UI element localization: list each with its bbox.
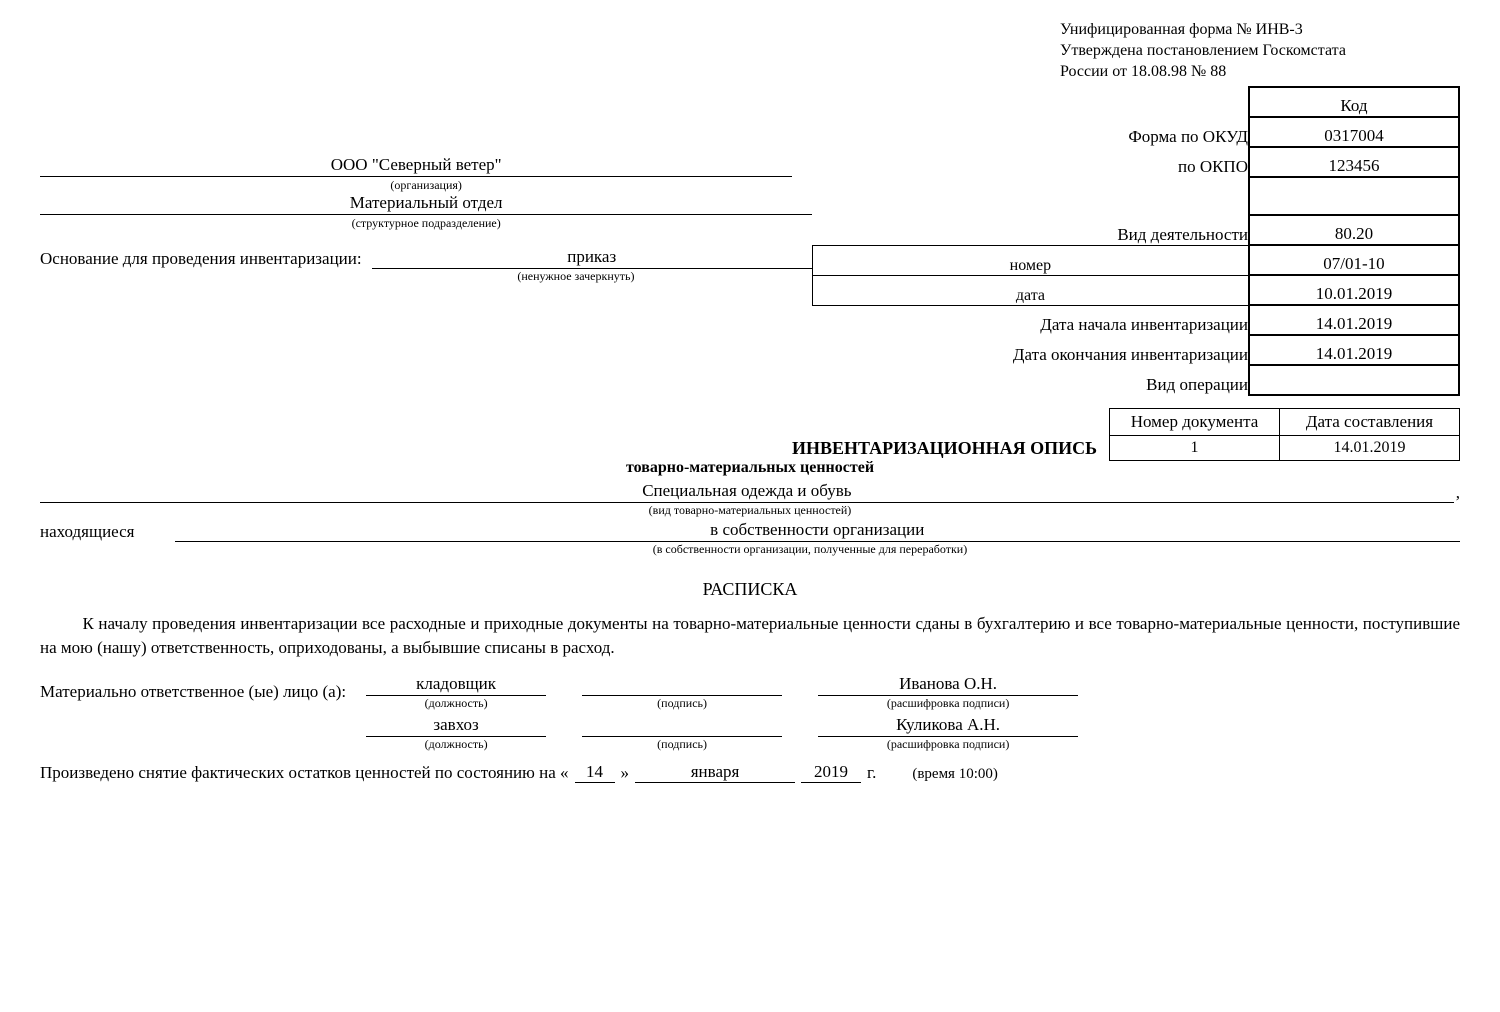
signature-row: завхоз (должность) (подпись) Куликова А.…: [366, 715, 1078, 752]
form-note-line1: Унифицированная форма № ИНВ-3: [1060, 20, 1460, 41]
quote-close: »: [621, 763, 630, 783]
name-value-2: Куликова А.Н.: [818, 715, 1078, 737]
type-sublabel: (вид товарно-материальных ценностей): [40, 503, 1460, 518]
actual-month: января: [635, 762, 795, 783]
doc-number-header: Номер документа: [1110, 409, 1280, 436]
doc-date-header: Дата составления: [1280, 409, 1460, 436]
activity-label: Вид деятельности: [812, 215, 1249, 245]
responsible-label: Материально ответственное (ые) лицо (а):: [40, 674, 346, 702]
okpo-label: по ОКПО: [812, 147, 1249, 177]
name-sublabel-2: (расшифровка подписи): [887, 737, 1010, 752]
owned-value: в собственности организации: [175, 520, 1461, 542]
form-note-line2: Утверждена постановлением Госкомстата: [1060, 41, 1460, 62]
basis-number-value: 07/01-10: [1249, 245, 1459, 275]
actual-label: Произведено снятие фактических остатков …: [40, 763, 569, 783]
basis-sublabel: (ненужное зачеркнуть): [40, 269, 812, 284]
start-date-value: 14.01.2019: [1249, 305, 1459, 335]
okpo-value: 123456: [1249, 147, 1459, 177]
type-comma: ,: [1454, 483, 1460, 503]
department-sublabel: (структурное подразделение): [40, 216, 812, 231]
receipt-body: К началу проведения инвентаризации все р…: [40, 612, 1460, 660]
actual-stock-row: Произведено снятие фактических остатков …: [40, 762, 1460, 783]
activity-value: 80.20: [1249, 215, 1459, 245]
actual-day: 14: [575, 762, 615, 783]
actual-year: 2019: [801, 762, 861, 783]
position-sublabel-2: (должность): [425, 737, 488, 752]
okud-value: 0317004: [1249, 117, 1459, 147]
department-value: Материальный отдел: [40, 193, 812, 215]
signature-row: кладовщик (должность) (подпись) Иванова …: [366, 674, 1078, 711]
code-header-cell: Код: [1249, 87, 1459, 117]
name-sublabel-1: (расшифровка подписи): [887, 696, 1010, 711]
position-value-2: завхоз: [366, 715, 546, 737]
signature-sublabel-1: (подпись): [657, 696, 707, 711]
owned-sublabel: (в собственности организации, полученные…: [40, 542, 1460, 557]
position-sublabel-1: (должность): [425, 696, 488, 711]
end-date-label: Дата окончания инвентаризации: [812, 335, 1249, 365]
basis-date-value: 10.01.2019: [1249, 275, 1459, 305]
start-date-label: Дата начала инвентаризации: [812, 305, 1249, 335]
time-prefix: (время: [912, 766, 955, 782]
name-value-1: Иванова О.Н.: [818, 674, 1078, 696]
basis-date-label: дата: [812, 275, 1249, 305]
end-date-value: 14.01.2019: [1249, 335, 1459, 365]
doc-number-value: 1: [1110, 436, 1280, 461]
form-approval-note: Унифицированная форма № ИНВ-3 Утверждена…: [40, 20, 1460, 82]
header-layout: Код Форма по ОКУД 0317004 ООО "Северный …: [40, 86, 1460, 396]
operation-label: Вид операции: [812, 365, 1249, 395]
time-value: 10:00): [959, 766, 998, 782]
form-note-line3: России от 18.08.98 № 88: [1060, 62, 1460, 83]
main-title-2: товарно-материальных ценностей: [40, 459, 1460, 477]
doc-date-value: 14.01.2019: [1280, 436, 1460, 461]
responsible-persons-block: Материально ответственное (ые) лицо (а):…: [40, 674, 1460, 752]
position-value-1: кладовщик: [366, 674, 546, 696]
organization-value: ООО "Северный ветер": [40, 155, 792, 177]
basis-value: приказ: [372, 247, 812, 269]
document-number-block: ИНВЕНТАРИЗАЦИОННАЯ ОПИСЬ Номер документа…: [40, 404, 1460, 461]
signature-sublabel-2: (подпись): [657, 737, 707, 752]
signature-line-2: [582, 715, 782, 737]
main-title-1: ИНВЕНТАРИЗАЦИОННАЯ ОПИСЬ: [792, 438, 1103, 459]
operation-value: [1249, 365, 1459, 395]
empty-code-1: [1249, 177, 1459, 215]
type-value: Специальная одежда и обувь: [40, 481, 1454, 503]
basis-label: Основание для проведения инвентаризации:: [40, 249, 362, 269]
basis-number-label: номер: [812, 245, 1249, 275]
okud-label: Форма по ОКУД: [812, 117, 1249, 147]
owned-label: находящиеся: [40, 522, 135, 542]
receipt-title: РАСПИСКА: [40, 579, 1460, 600]
signature-line-1: [582, 674, 782, 696]
year-suffix: г.: [867, 763, 876, 783]
organization-sublabel: (организация): [40, 178, 812, 193]
